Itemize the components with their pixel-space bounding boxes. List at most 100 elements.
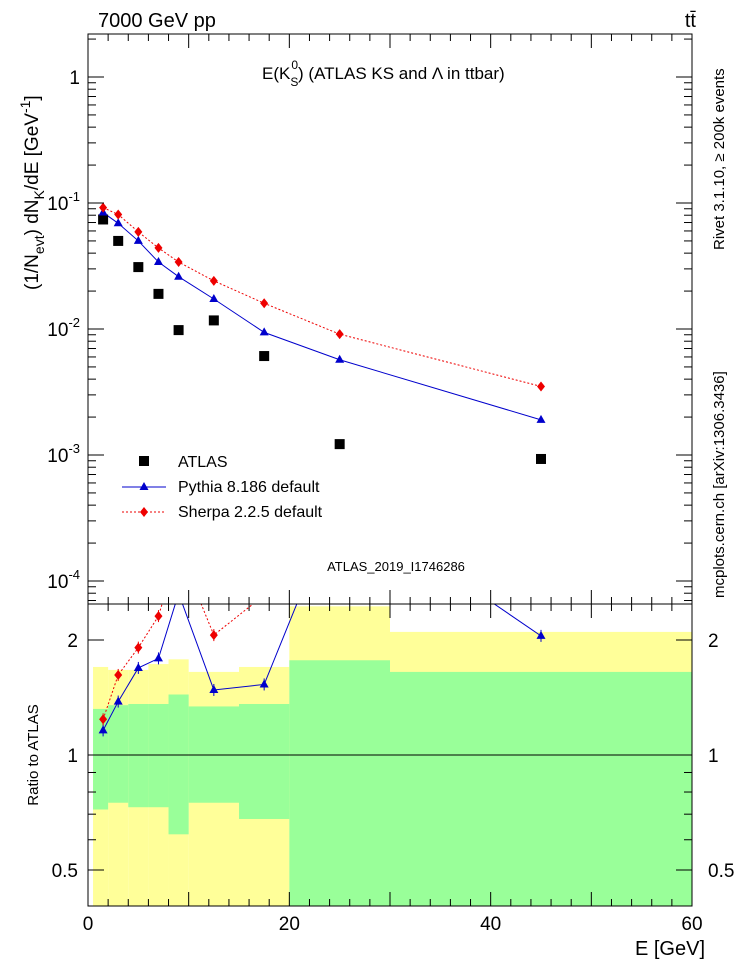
legend-pythia-marker <box>139 482 149 490</box>
ratio-ytick-label: 0.5 <box>52 861 78 882</box>
title-sub: S <box>290 75 298 89</box>
ratio-sherpa-point <box>114 669 123 680</box>
pythia-point <box>133 235 143 244</box>
ratio-band-inner <box>390 671 692 906</box>
sherpa-point <box>99 202 108 213</box>
ratio-pythia-point <box>259 679 269 688</box>
atlas-point <box>113 235 124 246</box>
main-panel: 1 10-1 10-2 10-3 10-4 E(KS 0) (ATLAS KS and Λ… <box>17 33 693 605</box>
title-sup: 0 <box>291 58 298 72</box>
ratio-sherpa-point <box>537 529 545 539</box>
ratio-pythia-point <box>536 630 546 639</box>
ratio-band-inner <box>128 703 149 808</box>
ratio-xlabel: E [GeV] <box>635 938 705 960</box>
ratio-xtick-label: 60 <box>681 914 702 935</box>
main-ylabel: (1/Nevt) dNK/dE [GeV-1] <box>17 95 47 290</box>
legend: ATLAS Pythia 8.186 default Sherpa 2.2.5 … <box>122 454 323 521</box>
ratio-xtick-label: 20 <box>279 914 300 935</box>
ratio-ytick-label-right: 0.5 <box>708 861 734 882</box>
main-ytick-label: 10-3 <box>47 441 80 467</box>
ratio-xtick-label: 0 <box>83 914 94 935</box>
atlas-point <box>259 351 270 362</box>
main-ytick-label: 10-1 <box>47 189 80 215</box>
ratio-pythia-point <box>98 725 108 734</box>
sherpa-line <box>102 207 542 387</box>
ratio-panel: 0.5 0.5 1 1 2 2 0 20 40 60 Ratio to ATLAS E [GeV… <box>25 416 735 960</box>
ratio-ylabel: Ratio to ATLAS <box>25 704 42 805</box>
ratio-sherpa-point <box>99 714 108 725</box>
ratio-pythia-line <box>102 604 542 731</box>
sherpa-point <box>537 381 545 392</box>
pythia-point <box>174 271 184 280</box>
pythia-point <box>113 218 123 227</box>
sherpa-point <box>174 257 183 268</box>
ratio-band-inner <box>148 703 169 808</box>
ratio-pythia-point <box>209 684 219 693</box>
rivet-label: Rivet 3.1.10, ≥ 200k events <box>711 68 728 250</box>
main-ytick-label: 10-4 <box>47 567 80 593</box>
main-yticks: 1 10-1 10-2 10-3 10-4 <box>47 38 692 602</box>
main-ytick-label: 10-2 <box>47 315 80 341</box>
main-ytick-label: 1 <box>69 68 80 89</box>
ratio-sherpa-point <box>175 544 183 554</box>
ratio-band-inner <box>239 703 290 819</box>
main-marks <box>98 202 546 464</box>
ratio-sherpa-point <box>154 611 163 622</box>
sherpa-points <box>99 202 545 392</box>
pythia-point <box>259 327 269 336</box>
legend-atlas-label: ATLAS <box>178 454 228 471</box>
legend-sherpa-marker <box>140 507 148 517</box>
pythia-point <box>209 294 219 303</box>
atlas-point <box>133 262 144 273</box>
ratio-sherpa-point <box>134 642 143 653</box>
process-label: tt̄ <box>685 10 697 32</box>
ratio-pythia-point <box>113 696 123 705</box>
sherpa-point <box>335 329 344 340</box>
ratio-band-inner <box>108 705 129 803</box>
plot-title: E(KS 0) (ATLAS KS and Λ in ttbar) <box>262 58 505 89</box>
sherpa-point <box>134 226 143 237</box>
legend-pythia-label: Pythia 8.186 default <box>178 479 320 496</box>
atlas-points <box>98 214 546 464</box>
legend-atlas-marker <box>139 456 149 466</box>
ratio-pythia-point <box>153 653 163 662</box>
mcplots-label: mcplots.cern.ch [arXiv:1306.3436] <box>711 371 728 598</box>
pythia-line <box>102 212 542 421</box>
ratio-xtick-label: 40 <box>480 914 501 935</box>
atlas-point <box>98 214 109 225</box>
ratio-sherpa-points <box>99 416 545 726</box>
pythia-point <box>335 354 345 363</box>
pythia-point <box>153 257 163 266</box>
atlas-point <box>208 315 219 326</box>
ratio-ytick-label: 1 <box>67 746 78 767</box>
energy-label: 7000 GeV pp <box>98 10 216 32</box>
sherpa-point <box>260 298 269 309</box>
ratio-yticks: 0.5 0.5 1 1 2 2 <box>52 631 735 882</box>
ratio-pythia-point <box>335 493 344 501</box>
ratio-pythia-point <box>133 662 143 671</box>
ratio-marks <box>88 416 692 906</box>
ratio-band-inner <box>93 708 109 810</box>
ratio-band-inner <box>168 694 189 835</box>
ratio-sherpa-point <box>209 630 218 641</box>
analysis-id: ATLAS_2019_I1746286 <box>327 559 465 574</box>
ratio-ytick-label: 2 <box>67 631 78 652</box>
title-rest: ) (ATLAS KS and Λ in ttbar) <box>298 64 505 83</box>
ratio-bands <box>93 606 692 906</box>
sherpa-point <box>154 242 163 253</box>
ratio-ytick-label-right: 2 <box>708 631 719 652</box>
main-xticks <box>87 34 693 604</box>
ratio-band-inner <box>289 660 390 906</box>
ratio-sherpa-point <box>260 590 268 600</box>
sherpa-point <box>114 209 123 220</box>
ratio-xticks: 0 20 40 60 <box>83 604 703 935</box>
atlas-point <box>536 453 546 464</box>
ratio-pythia-point <box>174 588 183 596</box>
pythia-points <box>98 207 546 423</box>
atlas-point <box>153 288 164 299</box>
atlas-point <box>334 439 345 450</box>
ratio-ytick-label-right: 1 <box>708 746 719 767</box>
ratio-sherpa-point <box>336 416 344 426</box>
atlas-point <box>173 325 184 336</box>
